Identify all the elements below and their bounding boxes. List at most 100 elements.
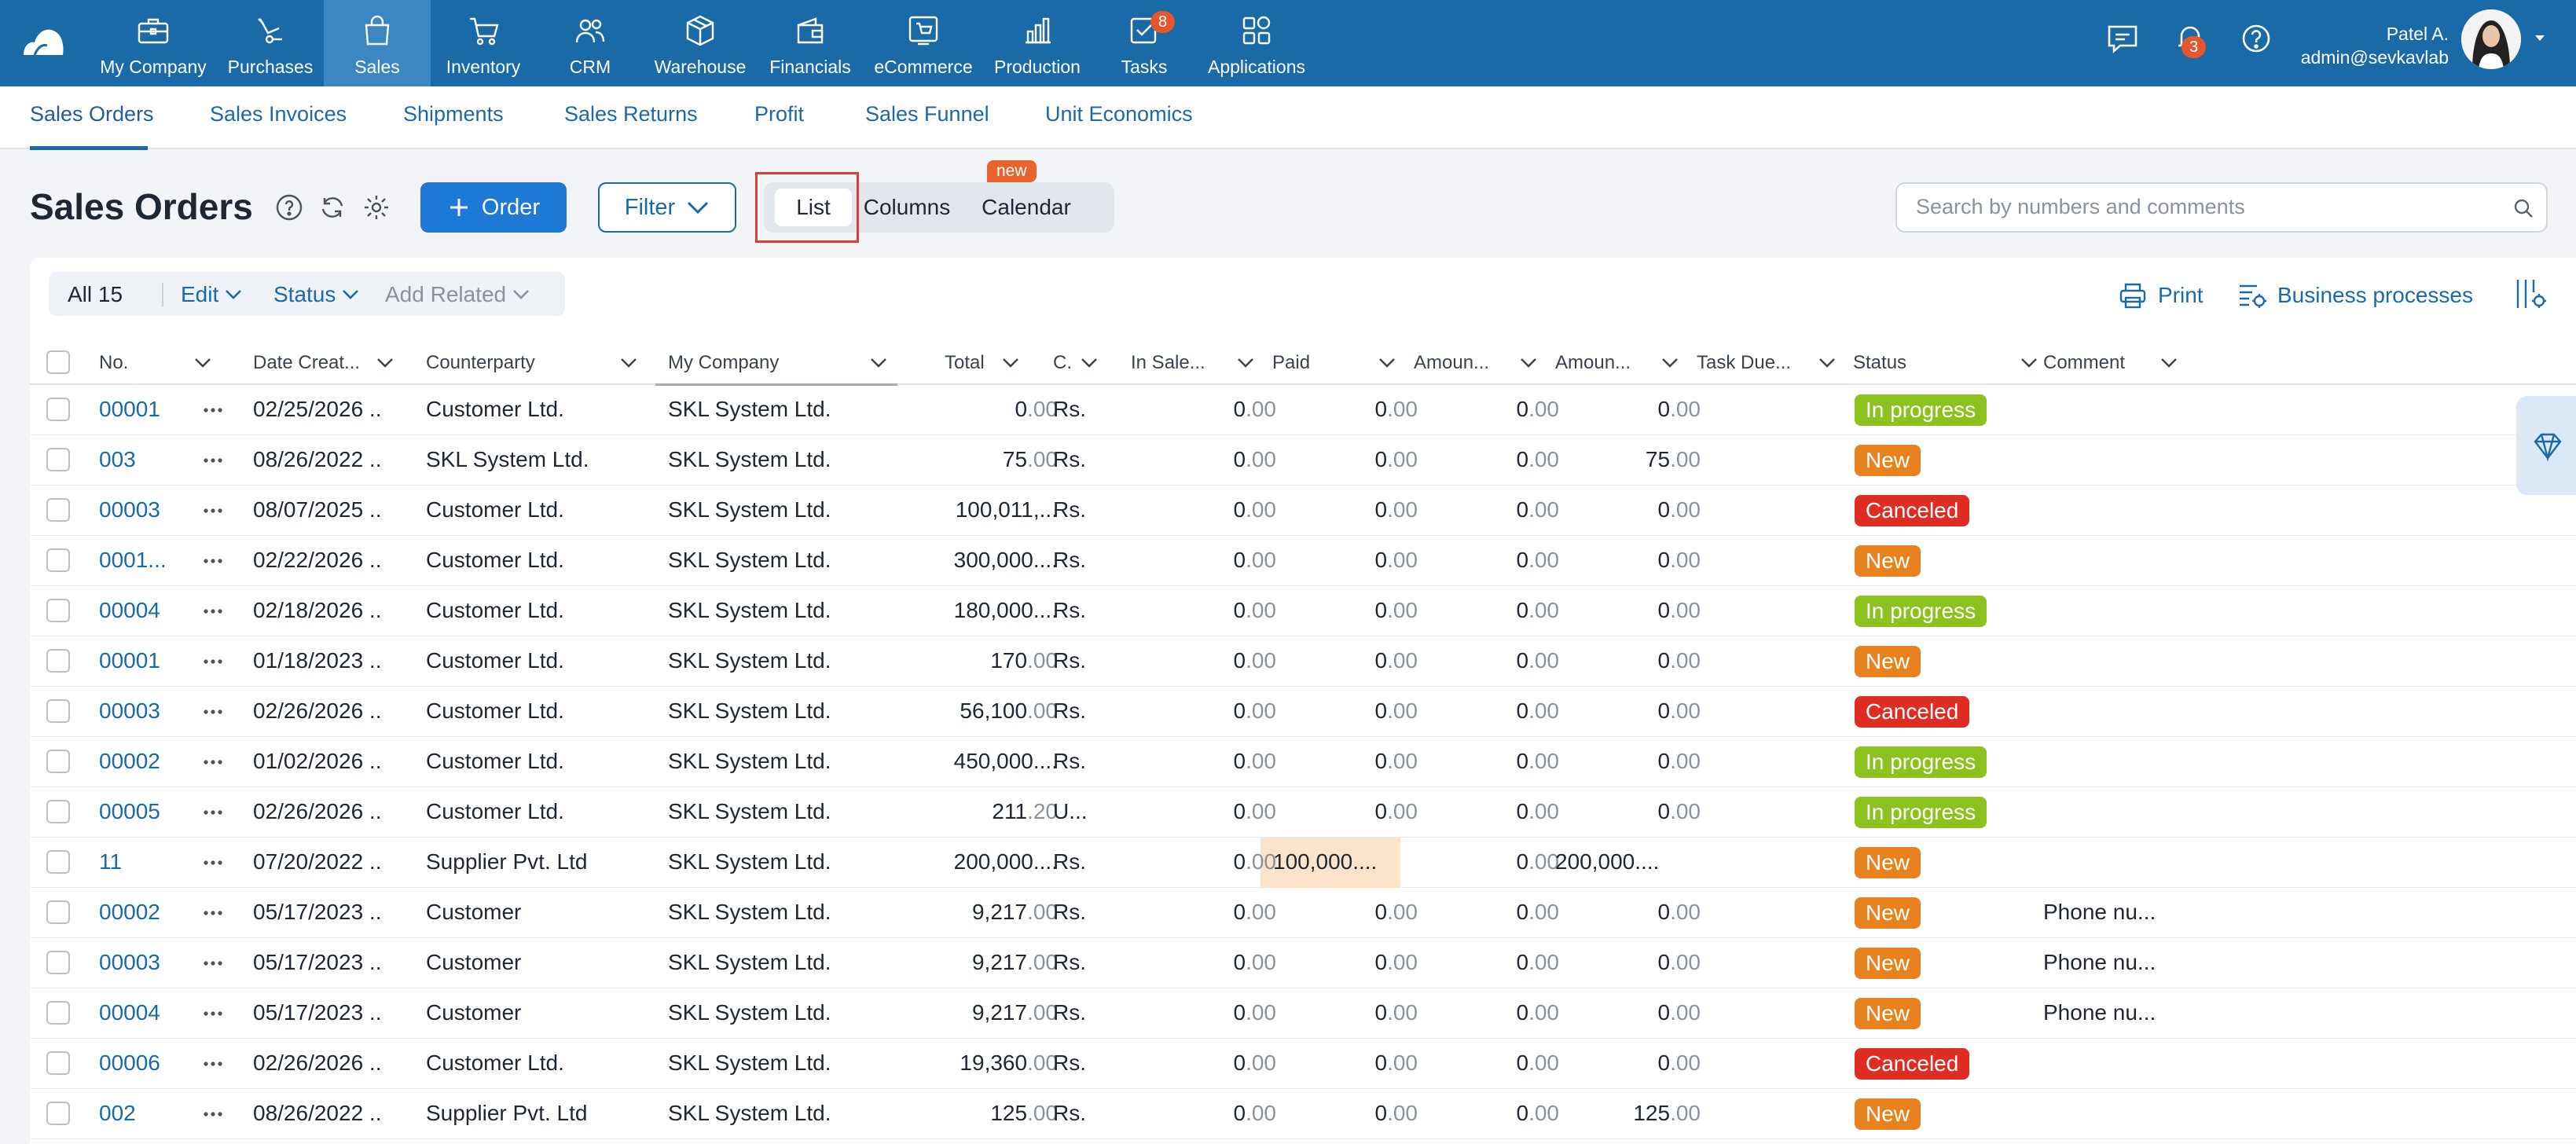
chat-icon[interactable] <box>2103 19 2142 58</box>
status-badge[interactable]: In progress <box>1855 746 1987 778</box>
order-number-link[interactable]: 00001 <box>99 397 160 421</box>
status-badge[interactable]: New <box>1855 948 1921 979</box>
row-checkbox[interactable] <box>46 1001 70 1025</box>
business-processes-button[interactable]: Business processes <box>2237 280 2473 311</box>
tab-sales-orders[interactable]: Sales Orders <box>30 102 154 126</box>
view-calendar-button[interactable]: Calendar <box>982 195 1071 219</box>
more-actions-icon[interactable] <box>201 501 225 520</box>
order-number-link[interactable]: 003 <box>99 447 136 471</box>
nav-financials[interactable]: Financials <box>765 0 855 86</box>
chevron-down-icon[interactable] <box>2532 30 2548 46</box>
nav-tasks[interactable]: Tasks 8 <box>1105 0 1183 86</box>
view-columns-button[interactable]: Columns <box>863 195 951 219</box>
column-header-paid[interactable]: Paid <box>1272 352 1414 374</box>
status-badge[interactable]: New <box>1855 897 1921 929</box>
status-badge[interactable]: In progress <box>1855 394 1987 426</box>
order-number-link[interactable]: 00003 <box>99 698 160 723</box>
status-badge[interactable]: Canceled <box>1855 1048 1970 1080</box>
more-actions-icon[interactable] <box>201 853 225 872</box>
table-row[interactable]: 11 07/20/2022 .. Supplier Pvt. Ltd SKL S… <box>30 838 2576 888</box>
add-order-button[interactable]: Order <box>420 182 567 233</box>
table-row[interactable]: 00002 05/17/2023 .. Customer SKL System … <box>30 888 2576 938</box>
side-panel-tab[interactable] <box>2516 396 2576 495</box>
column-header-date-created[interactable]: Date Creat... <box>253 352 410 374</box>
row-checkbox[interactable] <box>46 850 70 874</box>
column-header-in-sale[interactable]: In Sale... <box>1131 352 1272 374</box>
more-actions-icon[interactable] <box>201 1054 225 1073</box>
row-checkbox[interactable] <box>46 599 70 622</box>
status-badge[interactable]: New <box>1855 646 1921 677</box>
row-checkbox[interactable] <box>46 699 70 723</box>
status-dropdown[interactable]: Status <box>273 282 359 307</box>
table-row[interactable]: 00006 02/26/2026 .. Customer Ltd. SKL Sy… <box>30 1039 2576 1089</box>
search-input[interactable] <box>1916 195 2490 219</box>
order-number-link[interactable]: 00002 <box>99 749 160 773</box>
row-checkbox[interactable] <box>46 398 70 421</box>
table-row[interactable]: 00003 02/26/2026 .. Customer Ltd. SKL Sy… <box>30 687 2576 737</box>
column-header-comment[interactable]: Comment <box>2043 352 2200 374</box>
table-row[interactable]: 0001... 02/22/2026 .. Customer Ltd. SKL … <box>30 536 2576 586</box>
more-actions-icon[interactable] <box>201 702 225 721</box>
nav-production[interactable]: Production <box>990 0 1084 86</box>
table-row[interactable]: 002 08/26/2022 .. Supplier Pvt. Ltd SKL … <box>30 1089 2576 1139</box>
order-number-link[interactable]: 11 <box>99 849 123 874</box>
row-checkbox[interactable] <box>46 498 70 522</box>
row-checkbox[interactable] <box>46 800 70 823</box>
print-button[interactable]: Print <box>2117 280 2204 311</box>
table-row[interactable]: 00001 02/25/2026 .. Customer Ltd. SKL Sy… <box>30 385 2576 435</box>
help-icon[interactable] <box>2237 19 2276 58</box>
order-number-link[interactable]: 00001 <box>99 648 160 673</box>
row-checkbox[interactable] <box>46 1051 70 1075</box>
order-number-link[interactable]: 00005 <box>99 799 160 823</box>
column-header-no[interactable]: No. <box>99 352 217 374</box>
order-number-link[interactable]: 00002 <box>99 900 160 924</box>
column-header-task-due[interactable]: Task Due... <box>1697 352 1854 374</box>
nav-purchases[interactable]: Purchases <box>218 0 322 86</box>
status-badge[interactable]: New <box>1855 445 1921 476</box>
order-number-link[interactable]: 00004 <box>99 598 160 622</box>
row-checkbox[interactable] <box>46 649 70 673</box>
tab-profit[interactable]: Profit <box>754 102 805 126</box>
tab-sales-funnel[interactable]: Sales Funnel <box>865 102 989 126</box>
status-badge[interactable]: New <box>1855 998 1921 1029</box>
status-badge[interactable]: Canceled <box>1855 495 1970 526</box>
table-row[interactable]: 00003 08/07/2025 .. Customer Ltd. SKL Sy… <box>30 486 2576 536</box>
gear-icon[interactable] <box>362 193 391 222</box>
tab-sales-returns[interactable]: Sales Returns <box>564 102 698 126</box>
avatar[interactable] <box>2461 9 2521 69</box>
status-badge[interactable]: New <box>1855 545 1921 577</box>
status-badge[interactable]: In progress <box>1855 797 1987 828</box>
table-row[interactable]: 00001 01/18/2023 .. Customer Ltd. SKL Sy… <box>30 636 2576 687</box>
more-actions-icon[interactable] <box>201 803 225 822</box>
column-header-total[interactable]: Total <box>945 352 1055 374</box>
row-checkbox[interactable] <box>46 448 70 471</box>
all-count-label[interactable]: All 15 <box>68 282 123 306</box>
search-icon[interactable] <box>2512 196 2535 220</box>
status-badge[interactable]: New <box>1855 847 1921 878</box>
column-header-amount-2[interactable]: Amoun... <box>1555 352 1697 374</box>
column-header-amount-1[interactable]: Amoun... <box>1414 352 1555 374</box>
more-actions-icon[interactable] <box>201 1105 225 1124</box>
row-checkbox[interactable] <box>46 750 70 773</box>
more-actions-icon[interactable] <box>201 451 225 470</box>
order-number-link[interactable]: 0001... <box>99 548 167 572</box>
column-header-my-company[interactable]: My Company <box>668 352 904 374</box>
more-actions-icon[interactable] <box>201 401 225 420</box>
add-related-dropdown[interactable]: Add Related <box>385 282 530 307</box>
nav-warehouse[interactable]: Warehouse <box>652 0 748 86</box>
status-badge[interactable]: Canceled <box>1855 696 1970 728</box>
more-actions-icon[interactable] <box>201 904 225 922</box>
nav-sales[interactable]: Sales <box>324 0 431 86</box>
order-number-link[interactable]: 00004 <box>99 1000 160 1025</box>
nav-inventory[interactable]: Inventory <box>437 0 530 86</box>
more-actions-icon[interactable] <box>201 552 225 570</box>
column-header-counterparty[interactable]: Counterparty <box>426 352 646 374</box>
nav-crm[interactable]: CRM <box>550 0 630 86</box>
tab-shipments[interactable]: Shipments <box>403 102 504 126</box>
more-actions-icon[interactable] <box>201 1004 225 1023</box>
edit-dropdown[interactable]: Edit <box>181 282 242 307</box>
view-list-button[interactable]: List <box>775 189 852 226</box>
order-number-link[interactable]: 00003 <box>99 497 160 522</box>
status-badge[interactable]: In progress <box>1855 596 1987 627</box>
table-row[interactable]: 00004 02/18/2026 .. Customer Ltd. SKL Sy… <box>30 586 2576 636</box>
